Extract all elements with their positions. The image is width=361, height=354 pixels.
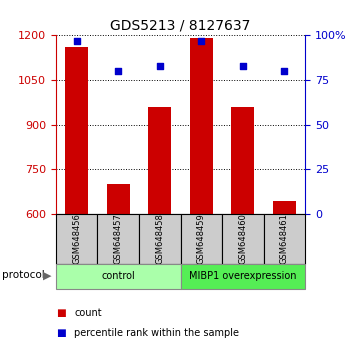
Bar xyxy=(56,214,97,264)
Text: GSM648459: GSM648459 xyxy=(197,213,206,264)
Text: control: control xyxy=(101,271,135,281)
Point xyxy=(157,63,162,69)
Text: GSM648460: GSM648460 xyxy=(238,213,247,264)
Bar xyxy=(222,214,264,264)
Bar xyxy=(65,47,88,214)
Bar xyxy=(180,214,222,264)
Text: protocol: protocol xyxy=(2,270,44,280)
Point xyxy=(240,63,245,69)
Text: GSM648461: GSM648461 xyxy=(280,213,289,264)
Text: ■: ■ xyxy=(56,308,66,318)
Bar xyxy=(97,214,139,264)
Text: ■: ■ xyxy=(56,328,66,338)
Text: GSM648457: GSM648457 xyxy=(114,213,123,264)
Point xyxy=(282,68,287,74)
Point xyxy=(74,38,80,44)
Text: count: count xyxy=(74,308,102,318)
Bar xyxy=(56,264,180,289)
Bar xyxy=(190,38,213,214)
Text: GSM648458: GSM648458 xyxy=(155,213,164,264)
Bar xyxy=(107,184,130,214)
Bar xyxy=(264,214,305,264)
Title: GDS5213 / 8127637: GDS5213 / 8127637 xyxy=(110,19,251,33)
Bar xyxy=(273,201,296,214)
Text: percentile rank within the sample: percentile rank within the sample xyxy=(74,328,239,338)
Point xyxy=(199,38,204,44)
Point xyxy=(116,68,121,74)
Text: ▶: ▶ xyxy=(43,270,51,280)
Bar xyxy=(180,264,305,289)
Text: GSM648456: GSM648456 xyxy=(72,213,81,264)
Text: MIBP1 overexpression: MIBP1 overexpression xyxy=(189,271,296,281)
Bar xyxy=(148,107,171,214)
Bar xyxy=(231,107,254,214)
Bar xyxy=(139,214,180,264)
